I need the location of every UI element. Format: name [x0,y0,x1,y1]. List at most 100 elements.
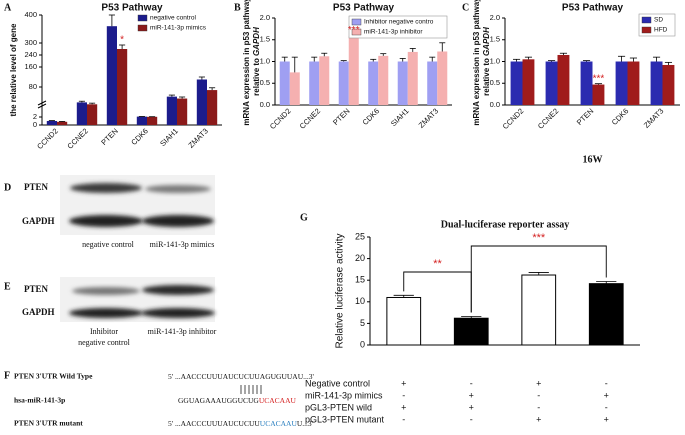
condition-sign: + [401,378,406,388]
blot-lane-label: negative control [82,240,135,249]
bar [117,49,128,125]
y-axis-label: Relative luciferase activity [335,233,346,348]
y-tick-label: 1.0 [490,56,500,65]
panel-label: C [462,2,469,13]
condition-sign: - [605,402,608,412]
x-tick-label: CDK6 [610,106,631,127]
condition-sign: + [604,390,609,400]
blot-lane-label: miR-141-3p mimics [150,240,215,249]
bar [309,61,320,105]
sequence-part: 5' ...AACCCUUUAUCUCUUAGUGUUAU...3' [168,372,314,381]
legend-swatch [351,28,362,36]
legend-box [348,15,448,39]
x-tick-label: CCNE2 [298,106,322,130]
x-tick-label: SIAH1 [389,106,411,128]
condition-sign: + [604,414,609,424]
y-tick-label: 0.5 [260,78,270,87]
x-tick-label: ZMAT3 [186,126,209,149]
bar [521,274,557,346]
y-tick-label: 0.0 [490,100,500,109]
condition-sign: + [536,378,541,388]
sequence: GGUAGAAAUGGUCUGUCACAAU [178,396,297,405]
significance: ** [433,258,442,270]
bar [177,98,188,125]
bar [87,104,98,125]
chart-title: P53 Pathway [562,3,624,14]
panel-label: B [234,2,241,13]
y-axis-label: the relative level of gene [9,23,18,116]
y-axis-label-part: mRNA expression in p53 pathway [242,0,251,126]
y-axis-label: relative to GAPDH [252,27,261,96]
y-tick-label: 15 [355,275,365,285]
bar [166,96,177,125]
bar [196,79,207,125]
bar [319,56,330,105]
bar [662,64,675,105]
y-axis-label-gene: GAPDH [482,27,491,56]
condition-sign: + [401,402,406,412]
panel-label: F [4,370,10,381]
seed-region: UCACAAU [259,396,297,405]
blot-row-label: PTEN [24,182,49,192]
x-tick-label: SIAH1 [158,126,180,148]
blot-d [60,175,215,235]
sequence-label: PTEN 3'UTR Wild Type [14,372,93,381]
x-tick-label: ZMAT3 [417,106,440,129]
x-tick-label: CCNE2 [65,126,89,150]
y-tick-label: 400 [24,10,37,19]
x-tick-label: ZMAT3 [642,106,665,129]
y-tick-label: 300 [24,38,37,47]
legend-label: HFD [654,27,668,34]
bar [46,121,57,125]
sequence-part: U...3' [297,419,314,428]
y-axis-label-part: relative to [252,58,261,96]
legend-label: miR-141-3p inhibitor [364,29,423,36]
blot-row-label: GAPDH [22,307,55,317]
bar [106,26,117,126]
y-tick-label: 160 [24,62,37,71]
condition-sign: - [537,402,540,412]
x-tick-label: CDK6 [361,106,382,127]
condition-label: miR-141-3p mimics [305,390,383,400]
y-tick-label: 80 [29,82,37,91]
x-tick-label: CDK6 [129,126,150,147]
bar [615,61,628,105]
y-axis-label-part: relative to [482,58,491,96]
legend-label: negative control [150,15,196,22]
sequence-part: 5' ...AACCCUUUAUCUCUU [168,419,260,428]
y-tick-label: 2.0 [260,13,270,22]
bar [592,84,605,105]
sequence: 5' ...AACCCUUUAUCUCUUUCACAAUU...3' [168,419,314,428]
x-axis-label: 16W [583,154,603,165]
axis-break [37,100,47,106]
x-tick-label: PTEN [575,106,596,127]
chart-title: P53 Pathway [333,3,395,14]
bar [545,61,558,105]
legend-label: SD [654,17,663,24]
condition-sign: - [402,414,405,424]
condition-sign: + [469,390,474,400]
bar [522,59,535,105]
y-tick-label: 1.0 [260,56,270,65]
axis-break [37,103,47,109]
y-axis-label-gene: GAPDH [252,27,261,56]
y-tick-label: 1.5 [490,35,500,44]
y-tick-label: 1.5 [260,35,270,44]
y-axis-label: relative to GAPDH [482,27,491,96]
y-tick-label: 2.0 [490,13,500,22]
legend-swatch [351,18,362,26]
chart-title: P53 Pathway [101,3,163,14]
legend-swatch [137,24,148,32]
condition-label: pGL3-PTEN wild [305,402,372,412]
mutated-region: UCACAAU [260,419,298,428]
x-tick-label: CCNE2 [536,106,560,130]
condition-sign: + [536,414,541,424]
bar [397,61,408,105]
bar [386,296,422,346]
significance-bracket [470,245,607,313]
bar [348,36,359,105]
y-tick-label: 10 [355,296,365,306]
condition-sign: - [402,390,405,400]
x-tick-label: PTEN [331,106,352,127]
sequence-label: hsa-miR-141-3p [14,396,65,405]
